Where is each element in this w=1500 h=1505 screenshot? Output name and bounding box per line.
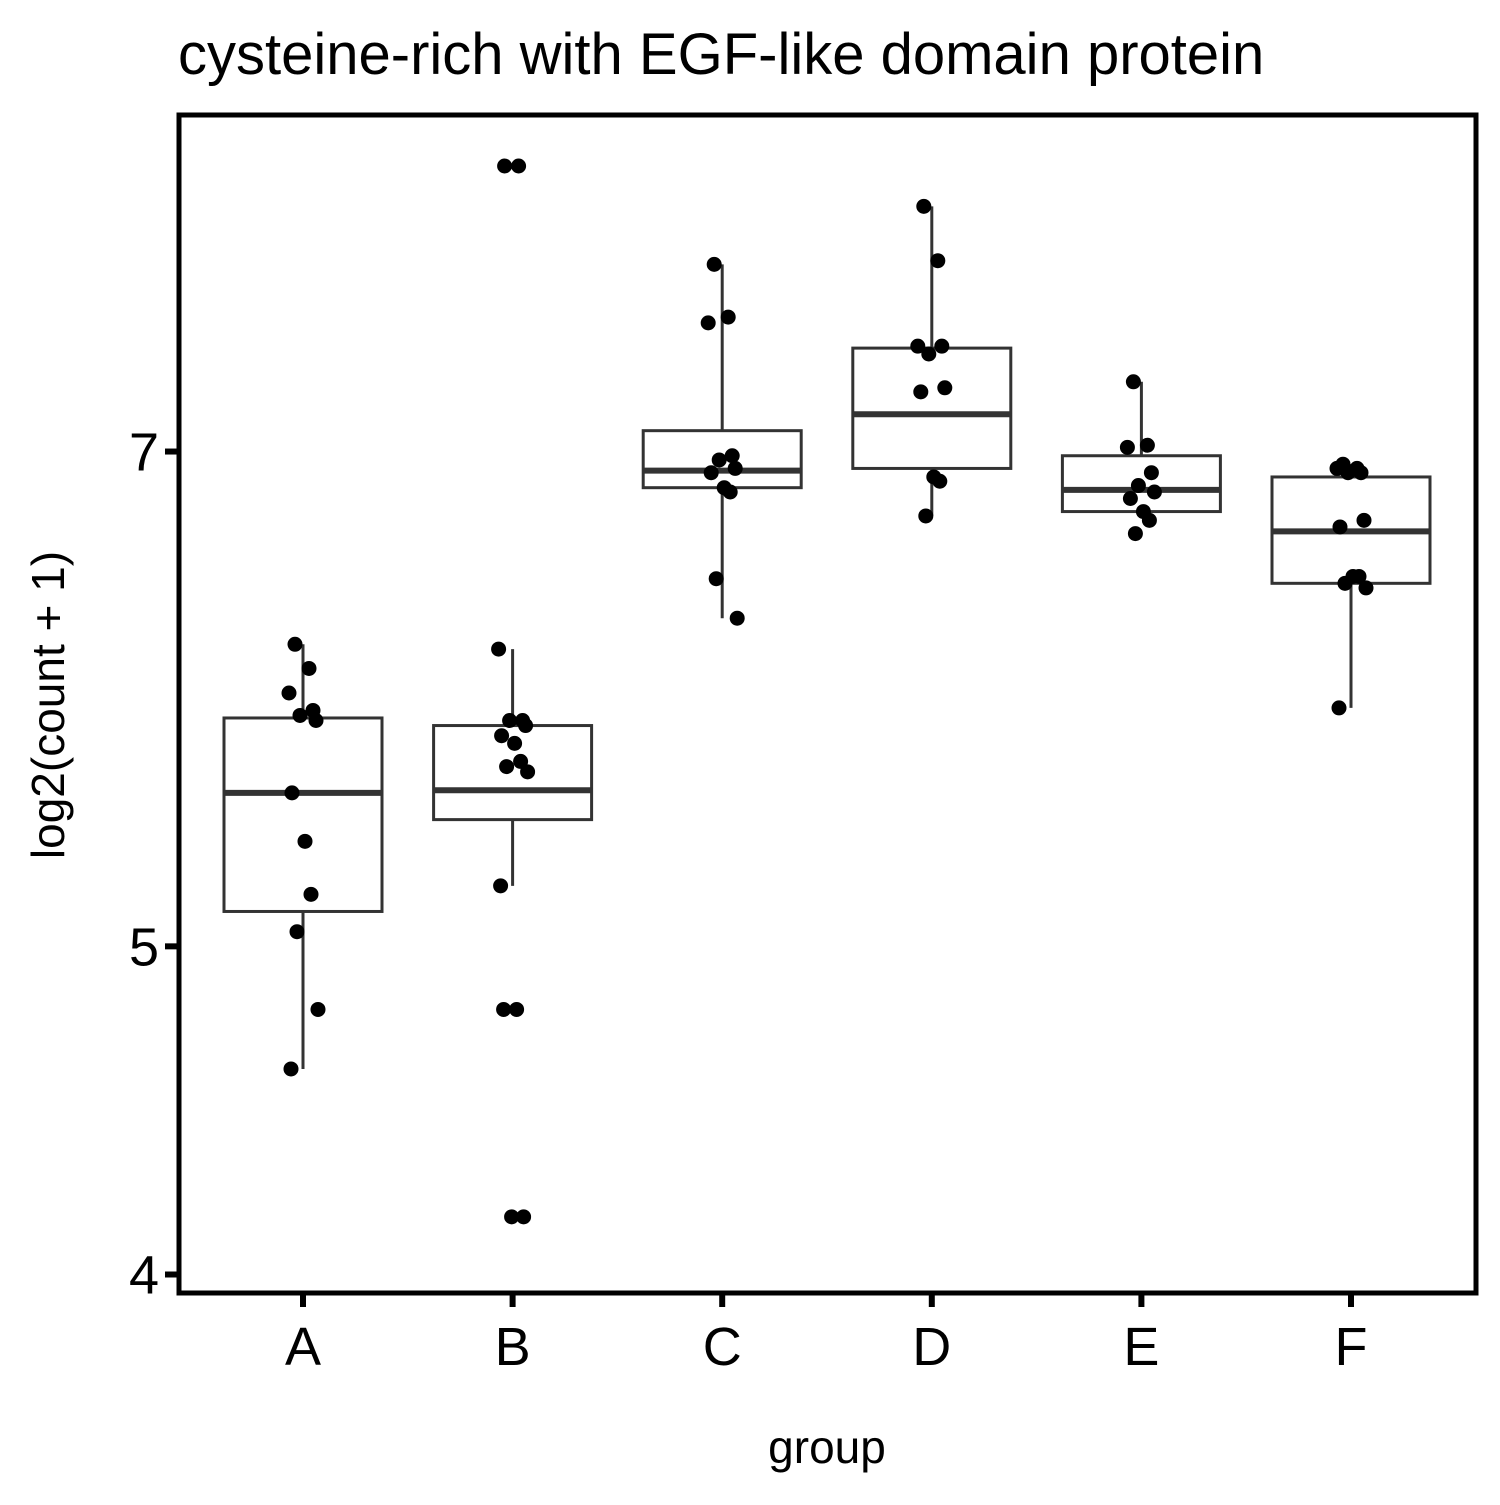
data-point xyxy=(918,508,934,524)
data-point xyxy=(913,384,929,400)
data-point xyxy=(706,256,722,272)
data-point xyxy=(499,759,515,775)
data-point xyxy=(703,465,719,481)
box-A xyxy=(222,644,384,1069)
data-point xyxy=(1340,465,1356,481)
data-point xyxy=(520,764,536,780)
data-point xyxy=(930,253,946,269)
data-point xyxy=(722,484,738,500)
iqr-box-A xyxy=(222,716,384,913)
data-point xyxy=(310,1001,326,1017)
data-point xyxy=(497,158,513,174)
data-point xyxy=(518,718,534,734)
data-point xyxy=(1130,478,1146,494)
data-point xyxy=(301,660,317,676)
data-point xyxy=(283,1061,299,1077)
data-point xyxy=(511,158,527,174)
y-tick-label: 7 xyxy=(129,423,159,483)
data-point xyxy=(1119,439,1135,455)
data-point xyxy=(287,636,303,652)
data-point xyxy=(708,571,724,587)
data-point xyxy=(1353,465,1369,481)
data-point xyxy=(1146,484,1162,500)
x-tick-label: D xyxy=(912,1317,951,1377)
data-point xyxy=(916,198,932,214)
data-point xyxy=(720,309,736,325)
data-point xyxy=(724,448,740,464)
plot-area xyxy=(222,158,1432,1225)
data-point xyxy=(921,346,937,362)
x-tick-label: E xyxy=(1123,1317,1159,1377)
data-point xyxy=(729,610,745,626)
data-point xyxy=(507,735,523,751)
data-point xyxy=(700,315,716,331)
y-axis-title: log2(count + 1) xyxy=(22,551,74,859)
data-point xyxy=(1351,568,1367,584)
iqr-box-D xyxy=(851,346,1013,470)
data-point xyxy=(308,712,324,728)
plot-panel-border xyxy=(176,112,1479,1296)
box-F xyxy=(1270,464,1432,708)
data-point xyxy=(284,785,300,801)
y-axis: 4 5 7 xyxy=(129,423,179,1306)
data-point xyxy=(1125,374,1141,390)
data-point xyxy=(1122,490,1138,506)
data-point xyxy=(502,712,518,728)
chart-title: cysteine-rich with EGF-like domain prote… xyxy=(178,22,1264,87)
data-point xyxy=(1139,437,1155,453)
data-point xyxy=(491,641,507,657)
data-point xyxy=(1127,526,1143,542)
data-point xyxy=(711,452,727,468)
data-point xyxy=(494,728,510,744)
data-point xyxy=(509,1001,525,1017)
data-point xyxy=(932,473,948,489)
data-point xyxy=(493,878,509,894)
data-point xyxy=(1143,465,1159,481)
data-point xyxy=(1331,700,1347,716)
y-tick-label: 5 xyxy=(129,917,159,977)
data-point xyxy=(1337,575,1353,591)
data-point xyxy=(496,1001,512,1017)
y-tick-label: 4 xyxy=(129,1246,159,1306)
x-axis: A B C D E F xyxy=(285,1293,1368,1377)
data-point xyxy=(937,380,953,396)
data-point xyxy=(727,460,743,476)
x-tick-label: A xyxy=(285,1317,321,1377)
x-tick-label: B xyxy=(495,1317,531,1377)
data-point xyxy=(910,338,926,354)
data-point xyxy=(504,1209,520,1225)
x-tick-label: C xyxy=(703,1317,742,1377)
data-point xyxy=(303,886,319,902)
data-point xyxy=(297,833,313,849)
data-point xyxy=(1332,519,1348,535)
data-point xyxy=(1358,580,1374,596)
box-D xyxy=(851,206,1013,516)
data-point xyxy=(1356,512,1372,528)
data-point xyxy=(281,685,297,701)
data-point xyxy=(289,924,305,940)
data-point xyxy=(292,707,308,723)
data-point xyxy=(1141,512,1157,528)
data-point xyxy=(516,1209,532,1225)
x-tick-label: F xyxy=(1335,1317,1368,1377)
x-axis-title: group xyxy=(768,1421,886,1473)
data-point xyxy=(934,338,950,354)
